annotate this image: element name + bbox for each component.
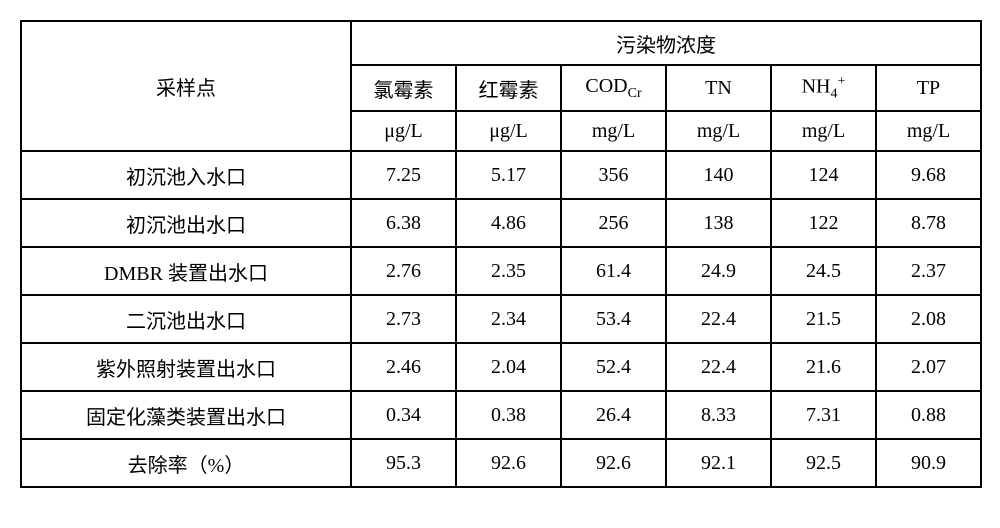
data-table: 采样点 污染物浓度 氯霉素 红霉素 CODCr TN NH4+ TP μg/L …	[20, 20, 982, 488]
cell-value: 356	[561, 151, 666, 199]
cell-value: 52.4	[561, 343, 666, 391]
cell-value: 5.17	[456, 151, 561, 199]
cell-value: 2.34	[456, 295, 561, 343]
table-row: 紫外照射装置出水口2.462.0452.422.421.62.07	[21, 343, 981, 391]
row-label: 固定化藻类装置出水口	[21, 391, 351, 439]
table-row: 初沉池入水口7.255.173561401249.68	[21, 151, 981, 199]
cell-value: 6.38	[351, 199, 456, 247]
cell-value: 2.08	[876, 295, 981, 343]
cell-value: 21.6	[771, 343, 876, 391]
cell-value: 95.3	[351, 439, 456, 487]
cell-value: 92.1	[666, 439, 771, 487]
header-col-0: 氯霉素	[351, 65, 456, 111]
cell-value: 256	[561, 199, 666, 247]
header-col-4: NH4+	[771, 65, 876, 111]
cell-value: 61.4	[561, 247, 666, 295]
header-unit-0: μg/L	[351, 111, 456, 151]
header-col-5: TP	[876, 65, 981, 111]
cell-value: 26.4	[561, 391, 666, 439]
cell-value: 53.4	[561, 295, 666, 343]
header-unit-4: mg/L	[771, 111, 876, 151]
cell-value: 24.5	[771, 247, 876, 295]
cell-value: 2.04	[456, 343, 561, 391]
header-pollutant-conc: 污染物浓度	[351, 21, 981, 65]
cell-value: 2.46	[351, 343, 456, 391]
header-unit-2: mg/L	[561, 111, 666, 151]
cell-value: 140	[666, 151, 771, 199]
table-row: 初沉池出水口6.384.862561381228.78	[21, 199, 981, 247]
header-col-1: 红霉素	[456, 65, 561, 111]
cell-value: 8.33	[666, 391, 771, 439]
row-label: 二沉池出水口	[21, 295, 351, 343]
cell-value: 4.86	[456, 199, 561, 247]
header-col-3: TN	[666, 65, 771, 111]
row-label: 初沉池入水口	[21, 151, 351, 199]
cell-value: 0.88	[876, 391, 981, 439]
header-unit-3: mg/L	[666, 111, 771, 151]
cell-value: 22.4	[666, 295, 771, 343]
cell-value: 7.25	[351, 151, 456, 199]
cell-value: 0.34	[351, 391, 456, 439]
cell-value: 22.4	[666, 343, 771, 391]
header-unit-1: μg/L	[456, 111, 561, 151]
table-row: 去除率（%）95.392.692.692.192.590.9	[21, 439, 981, 487]
row-label: 初沉池出水口	[21, 199, 351, 247]
cell-value: 2.07	[876, 343, 981, 391]
row-label: DMBR 装置出水口	[21, 247, 351, 295]
header-unit-5: mg/L	[876, 111, 981, 151]
table-row: 二沉池出水口2.732.3453.422.421.52.08	[21, 295, 981, 343]
cell-value: 92.6	[561, 439, 666, 487]
cell-value: 7.31	[771, 391, 876, 439]
table-row: 固定化藻类装置出水口0.340.3826.48.337.310.88	[21, 391, 981, 439]
header-sample-point: 采样点	[21, 21, 351, 151]
table-header: 采样点 污染物浓度 氯霉素 红霉素 CODCr TN NH4+ TP μg/L …	[21, 21, 981, 151]
row-label: 紫外照射装置出水口	[21, 343, 351, 391]
cell-value: 2.73	[351, 295, 456, 343]
cell-value: 92.5	[771, 439, 876, 487]
cell-value: 2.35	[456, 247, 561, 295]
cell-value: 8.78	[876, 199, 981, 247]
table-body: 初沉池入水口7.255.173561401249.68初沉池出水口6.384.8…	[21, 151, 981, 487]
header-col-2: CODCr	[561, 65, 666, 111]
row-label: 去除率（%）	[21, 439, 351, 487]
cell-value: 2.76	[351, 247, 456, 295]
cell-value: 0.38	[456, 391, 561, 439]
cell-value: 124	[771, 151, 876, 199]
cell-value: 122	[771, 199, 876, 247]
cell-value: 90.9	[876, 439, 981, 487]
cell-value: 21.5	[771, 295, 876, 343]
cell-value: 138	[666, 199, 771, 247]
cell-value: 2.37	[876, 247, 981, 295]
table-row: DMBR 装置出水口2.762.3561.424.924.52.37	[21, 247, 981, 295]
cell-value: 24.9	[666, 247, 771, 295]
cell-value: 92.6	[456, 439, 561, 487]
cell-value: 9.68	[876, 151, 981, 199]
